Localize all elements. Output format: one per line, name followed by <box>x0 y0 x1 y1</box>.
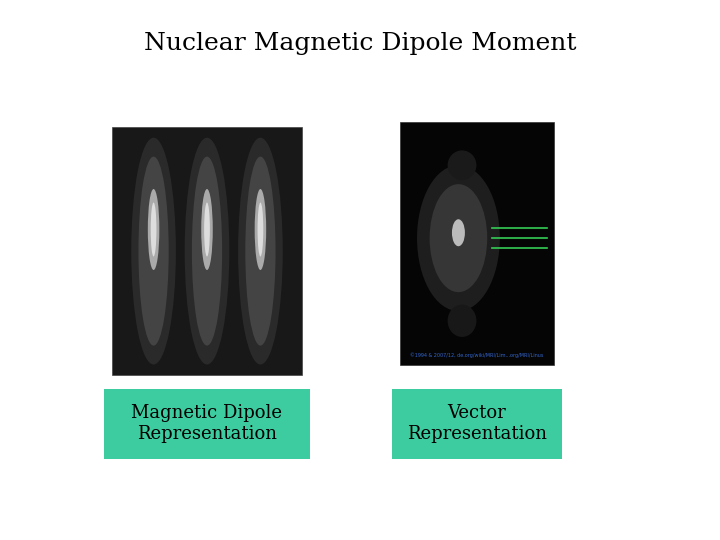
Text: Nuclear Magnetic Dipole Moment: Nuclear Magnetic Dipole Moment <box>144 32 576 55</box>
Text: ©1994 & 2007/12, de.org/wiki/MRI/Lim...org/MRI/Linus: ©1994 & 2007/12, de.org/wiki/MRI/Lim...o… <box>410 353 544 358</box>
Ellipse shape <box>448 305 477 337</box>
Ellipse shape <box>255 189 266 270</box>
Ellipse shape <box>201 189 213 270</box>
Ellipse shape <box>131 138 176 364</box>
Ellipse shape <box>138 157 168 346</box>
FancyBboxPatch shape <box>392 389 562 459</box>
Ellipse shape <box>417 165 500 311</box>
Ellipse shape <box>148 189 159 270</box>
FancyBboxPatch shape <box>112 127 302 375</box>
Text: Vector
Representation: Vector Representation <box>407 404 547 443</box>
Ellipse shape <box>238 138 283 364</box>
Text: Magnetic Dipole
Representation: Magnetic Dipole Representation <box>132 404 282 443</box>
Ellipse shape <box>430 184 487 292</box>
Ellipse shape <box>258 202 264 256</box>
Ellipse shape <box>452 219 465 246</box>
Ellipse shape <box>192 157 222 346</box>
FancyBboxPatch shape <box>400 122 554 364</box>
FancyBboxPatch shape <box>104 389 310 459</box>
Ellipse shape <box>184 138 229 364</box>
Ellipse shape <box>246 157 276 346</box>
Ellipse shape <box>204 202 210 256</box>
Ellipse shape <box>150 202 156 256</box>
Ellipse shape <box>448 150 477 180</box>
